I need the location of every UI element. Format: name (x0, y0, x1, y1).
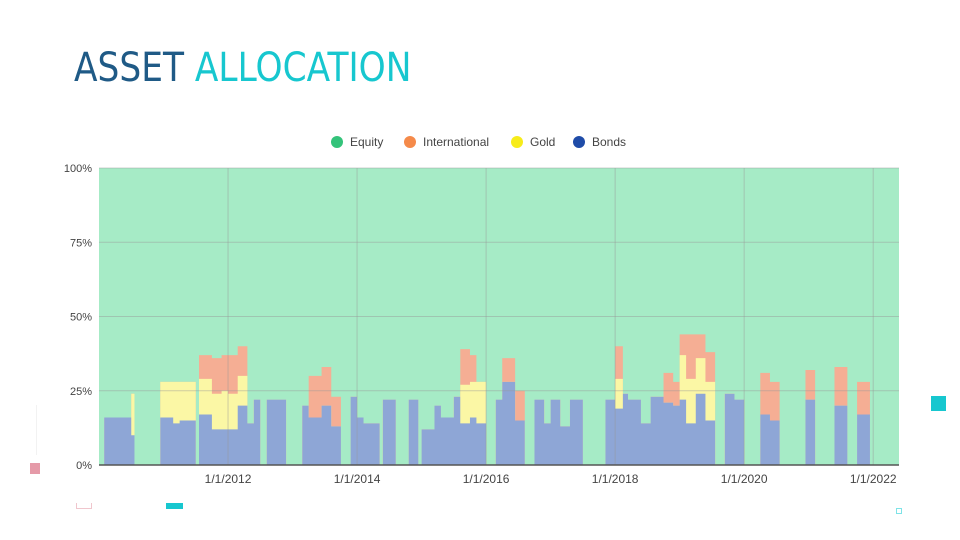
x-tick-label: 1/1/2012 (205, 472, 252, 486)
y-tick-label: 75% (70, 237, 92, 249)
y-tick-label: 50% (70, 312, 92, 324)
legend-marker-bonds (573, 136, 585, 148)
decorative-teal-outline (896, 508, 902, 514)
series-area-bonds (99, 381, 899, 465)
x-tick-label: 1/1/2018 (592, 472, 639, 486)
decorative-line (36, 405, 37, 455)
x-tick-label: 1/1/2020 (721, 472, 768, 486)
title-word-allocation: ALLOCATION (194, 45, 412, 91)
legend-label-equity: Equity (350, 135, 383, 149)
legend-label-bonds: Bonds (592, 135, 626, 149)
title-word-asset: ASSET (74, 45, 184, 91)
legend-label-international: International (423, 135, 489, 149)
decorative-teal-bar (166, 503, 183, 509)
x-tick-label: 1/1/2016 (463, 472, 510, 486)
legend-marker-equity (331, 136, 343, 148)
slide-title: ASSET ALLOCATION (74, 40, 411, 96)
legend-marker-international (404, 136, 416, 148)
decorative-teal-square (931, 396, 946, 411)
legend-marker-gold (511, 136, 523, 148)
x-tick-label: 1/1/2014 (334, 472, 381, 486)
y-tick-label: 0% (76, 460, 92, 472)
legend-label-gold: Gold (530, 135, 555, 149)
y-tick-label: 25% (70, 386, 92, 398)
decorative-pink-outline (76, 503, 92, 509)
y-tick-label: 100% (64, 163, 92, 175)
x-tick-label: 1/1/2022 (850, 472, 897, 486)
decorative-pink-square (30, 463, 40, 474)
